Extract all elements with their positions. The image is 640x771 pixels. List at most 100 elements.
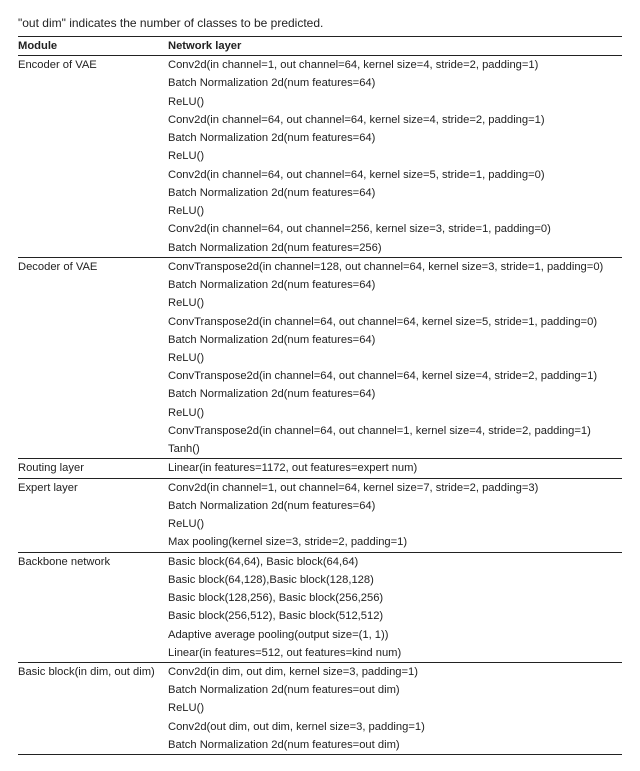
module-cell	[18, 626, 168, 644]
module-cell	[18, 422, 168, 440]
module-cell	[18, 571, 168, 589]
module-cell	[18, 166, 168, 184]
table-row: Batch Normalization 2d(num features=64)	[18, 184, 622, 202]
table-row: Encoder of VAEConv2d(in channel=1, out c…	[18, 56, 622, 75]
table-row: Batch Normalization 2d(num features=out …	[18, 681, 622, 699]
layer-cell: Max pooling(kernel size=3, stride=2, pad…	[168, 533, 622, 552]
module-cell	[18, 147, 168, 165]
table-row: Batch Normalization 2d(num features=64)	[18, 497, 622, 515]
module-cell	[18, 313, 168, 331]
table-row: Expert layerConv2d(in channel=1, out cha…	[18, 478, 622, 497]
module-cell	[18, 331, 168, 349]
module-cell	[18, 681, 168, 699]
table-row: Tanh()	[18, 440, 622, 459]
col-layer: Network layer	[168, 37, 622, 56]
layer-cell: Batch Normalization 2d(num features=256)	[168, 239, 622, 258]
table-row: Conv2d(in channel=64, out channel=256, k…	[18, 220, 622, 238]
layer-cell: ConvTranspose2d(in channel=64, out chann…	[168, 422, 622, 440]
module-cell	[18, 607, 168, 625]
layer-cell: Batch Normalization 2d(num features=64)	[168, 129, 622, 147]
layer-cell: Batch Normalization 2d(num features=out …	[168, 681, 622, 699]
module-cell: Backbone network	[18, 552, 168, 571]
module-cell	[18, 239, 168, 258]
col-module: Module	[18, 37, 168, 56]
layer-cell: Conv2d(in channel=1, out channel=64, ker…	[168, 478, 622, 497]
table-row: Backbone networkBasic block(64,64), Basi…	[18, 552, 622, 571]
table-row: Max pooling(kernel size=3, stride=2, pad…	[18, 533, 622, 552]
module-cell: Routing layer	[18, 459, 168, 478]
module-cell	[18, 699, 168, 717]
table-row: Batch Normalization 2d(num features=256)	[18, 239, 622, 258]
table-row: Batch Normalization 2d(num features=out …	[18, 736, 622, 755]
module-cell	[18, 111, 168, 129]
table-row: Basic block(64,128),Basic block(128,128)	[18, 571, 622, 589]
layer-cell: ReLU()	[168, 147, 622, 165]
layer-cell: Batch Normalization 2d(num features=out …	[168, 736, 622, 755]
module-cell	[18, 385, 168, 403]
layer-cell: Conv2d(in channel=64, out channel=256, k…	[168, 220, 622, 238]
module-cell	[18, 74, 168, 92]
table-row: Batch Normalization 2d(num features=64)	[18, 129, 622, 147]
network-table: Module Network layer Encoder of VAEConv2…	[18, 36, 622, 755]
layer-cell: Conv2d(in channel=64, out channel=64, ke…	[168, 111, 622, 129]
table-row: Batch Normalization 2d(num features=64)	[18, 331, 622, 349]
module-cell	[18, 497, 168, 515]
layer-cell: Conv2d(in channel=64, out channel=64, ke…	[168, 166, 622, 184]
module-cell	[18, 184, 168, 202]
layer-cell: ReLU()	[168, 294, 622, 312]
table-row: Batch Normalization 2d(num features=64)	[18, 74, 622, 92]
module-cell	[18, 404, 168, 422]
layer-cell: Basic block(64,128),Basic block(128,128)	[168, 571, 622, 589]
module-cell	[18, 515, 168, 533]
table-row: ReLU()	[18, 699, 622, 717]
table-row: Routing layerLinear(in features=1172, ou…	[18, 459, 622, 478]
module-cell	[18, 440, 168, 459]
table-row: Conv2d(in channel=64, out channel=64, ke…	[18, 111, 622, 129]
table-row: ReLU()	[18, 93, 622, 111]
header-row: Module Network layer	[18, 37, 622, 56]
module-cell	[18, 349, 168, 367]
table-row: Adaptive average pooling(output size=(1,…	[18, 626, 622, 644]
layer-cell: Linear(in features=1172, out features=ex…	[168, 459, 622, 478]
layer-cell: Conv2d(out dim, out dim, kernel size=3, …	[168, 718, 622, 736]
layer-cell: ReLU()	[168, 699, 622, 717]
layer-cell: Batch Normalization 2d(num features=64)	[168, 385, 622, 403]
layer-cell: ReLU()	[168, 515, 622, 533]
layer-cell: Conv2d(in channel=1, out channel=64, ker…	[168, 56, 622, 75]
table-row: ReLU()	[18, 404, 622, 422]
table-caption: "out dim" indicates the number of classe…	[18, 16, 622, 30]
layer-cell: Batch Normalization 2d(num features=64)	[168, 331, 622, 349]
module-cell	[18, 129, 168, 147]
table-row: ReLU()	[18, 202, 622, 220]
layer-cell: Basic block(256,512), Basic block(512,51…	[168, 607, 622, 625]
table-row: ConvTranspose2d(in channel=64, out chann…	[18, 422, 622, 440]
layer-cell: Basic block(64,64), Basic block(64,64)	[168, 552, 622, 571]
table-row: Batch Normalization 2d(num features=64)	[18, 385, 622, 403]
table-row: ConvTranspose2d(in channel=64, out chann…	[18, 367, 622, 385]
table-row: Basic block(in dim, out dim)Conv2d(in di…	[18, 662, 622, 681]
module-cell	[18, 736, 168, 755]
table-row: Conv2d(out dim, out dim, kernel size=3, …	[18, 718, 622, 736]
layer-cell: Batch Normalization 2d(num features=64)	[168, 184, 622, 202]
table-row: Batch Normalization 2d(num features=64)	[18, 276, 622, 294]
table-row: Basic block(256,512), Basic block(512,51…	[18, 607, 622, 625]
layer-cell: Batch Normalization 2d(num features=64)	[168, 497, 622, 515]
table-row: ReLU()	[18, 515, 622, 533]
module-cell	[18, 718, 168, 736]
layer-cell: ReLU()	[168, 349, 622, 367]
layer-cell: Basic block(128,256), Basic block(256,25…	[168, 589, 622, 607]
table-row: Basic block(128,256), Basic block(256,25…	[18, 589, 622, 607]
table-row: ReLU()	[18, 349, 622, 367]
module-cell: Basic block(in dim, out dim)	[18, 662, 168, 681]
table-row: Linear(in features=512, out features=kin…	[18, 644, 622, 663]
module-cell	[18, 533, 168, 552]
layer-cell: Batch Normalization 2d(num features=64)	[168, 74, 622, 92]
layer-cell: ReLU()	[168, 202, 622, 220]
layer-cell: ConvTranspose2d(in channel=128, out chan…	[168, 257, 622, 276]
table-row: ReLU()	[18, 147, 622, 165]
module-cell	[18, 644, 168, 663]
layer-cell: ReLU()	[168, 93, 622, 111]
layer-cell: Tanh()	[168, 440, 622, 459]
table-row: Conv2d(in channel=64, out channel=64, ke…	[18, 166, 622, 184]
module-cell	[18, 367, 168, 385]
